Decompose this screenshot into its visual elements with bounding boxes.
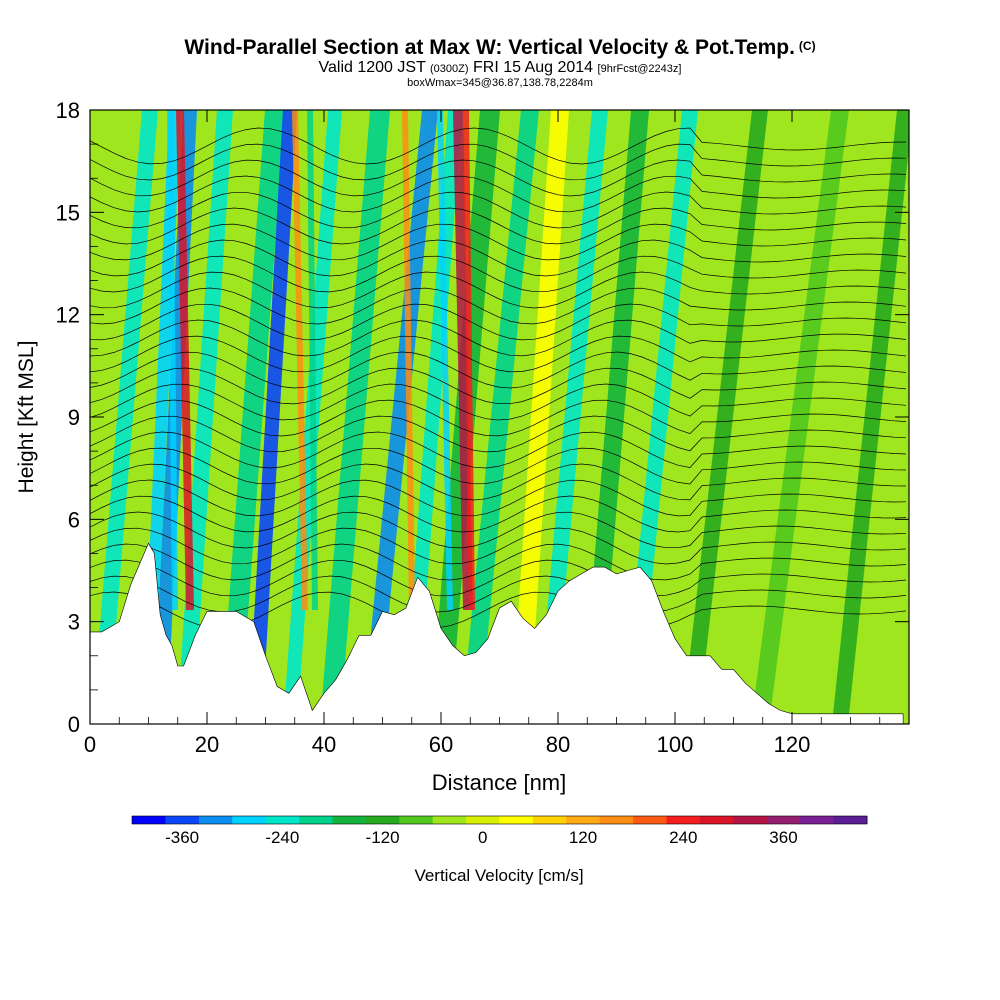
x-tick-label: 100 <box>657 732 694 757</box>
colorbar-swatch <box>365 816 400 824</box>
x-tick-label: 80 <box>546 732 570 757</box>
terrain-mask <box>89 542 904 725</box>
y-tick-label: 18 <box>56 98 80 123</box>
box-info: boxWmax=345@36.87,138.78,2284m <box>407 77 593 89</box>
colorbar-tick-label: -240 <box>265 828 299 847</box>
chart-title: Wind-Parallel Section at Max W: Vertical… <box>0 36 1000 60</box>
colorbar-tick-label: 0 <box>478 828 487 847</box>
y-tick-label: 9 <box>68 405 80 430</box>
y-tick-label: 15 <box>56 200 80 225</box>
forecast-info: [9hrFcst@2243z] <box>597 63 682 75</box>
valid-time: Valid 1200 JST <box>318 59 426 76</box>
colorbar-swatch <box>198 816 233 824</box>
x-tick-label: 0 <box>84 732 96 757</box>
y-tick-label: 0 <box>68 712 80 737</box>
title-text: Wind-Parallel Section at Max W: Vertical… <box>184 36 795 59</box>
x-axis-label: Distance [nm] <box>432 770 567 795</box>
colorbar-swatch <box>265 816 300 824</box>
x-tick-label: 40 <box>312 732 336 757</box>
valid-zulu: (0300Z) <box>430 63 469 75</box>
colorbar-tick-label: -120 <box>366 828 400 847</box>
colorbar-swatch <box>499 816 534 824</box>
y-tick-label: 6 <box>68 507 80 532</box>
x-tick-label: 60 <box>429 732 453 757</box>
colorbar-swatch <box>599 816 634 824</box>
colorbar-swatch <box>833 816 868 824</box>
y-axis-label: Height [Kft MSL] <box>15 341 38 494</box>
colorbar-swatch <box>432 816 467 824</box>
colorbar-swatch <box>733 816 768 824</box>
valid-date: FRI 15 Aug 2014 <box>472 59 594 76</box>
colorbar-swatch <box>766 816 801 824</box>
title-mark: (C) <box>798 39 816 53</box>
colorbar-swatch <box>633 816 668 824</box>
colorbar-swatch <box>165 816 200 824</box>
colorbar-tick-label: -360 <box>165 828 199 847</box>
y-tick-label: 3 <box>68 610 80 635</box>
theta-contours <box>90 127 907 629</box>
colorbar-swatch <box>232 816 267 824</box>
x-tick-label: 20 <box>195 732 219 757</box>
x-tick-label: 120 <box>774 732 811 757</box>
colorbar-swatch <box>532 816 567 824</box>
colorbar-tick-label: 120 <box>569 828 597 847</box>
y-tick-label: 12 <box>56 303 80 328</box>
chart-subtitle: Valid 1200 JST (0300Z) FRI 15 Aug 2014 [… <box>0 59 1000 77</box>
colorbar-swatch <box>800 816 835 824</box>
colorbar-swatch <box>699 816 734 824</box>
colorbar-tick-label: 360 <box>769 828 797 847</box>
colorbar-swatch <box>332 816 367 824</box>
colorbar-tick-label: 240 <box>669 828 697 847</box>
colorbar: -360 -240 -120 0 120 240 360 <box>131 815 868 847</box>
axes: 0 20 40 60 80 100 120 0 3 6 9 12 15 18 <box>56 98 909 757</box>
colorbar-swatch <box>399 816 434 824</box>
colorbar-swatch <box>299 816 333 824</box>
colorbar-frame <box>131 815 868 825</box>
colorbar-swatch <box>466 816 500 824</box>
colorbar-swatch <box>132 816 166 824</box>
colorbar-label: Vertical Velocity [cm/s] <box>414 866 583 885</box>
colorbar-swatch <box>666 816 701 824</box>
colorbar-swatch <box>566 816 601 824</box>
